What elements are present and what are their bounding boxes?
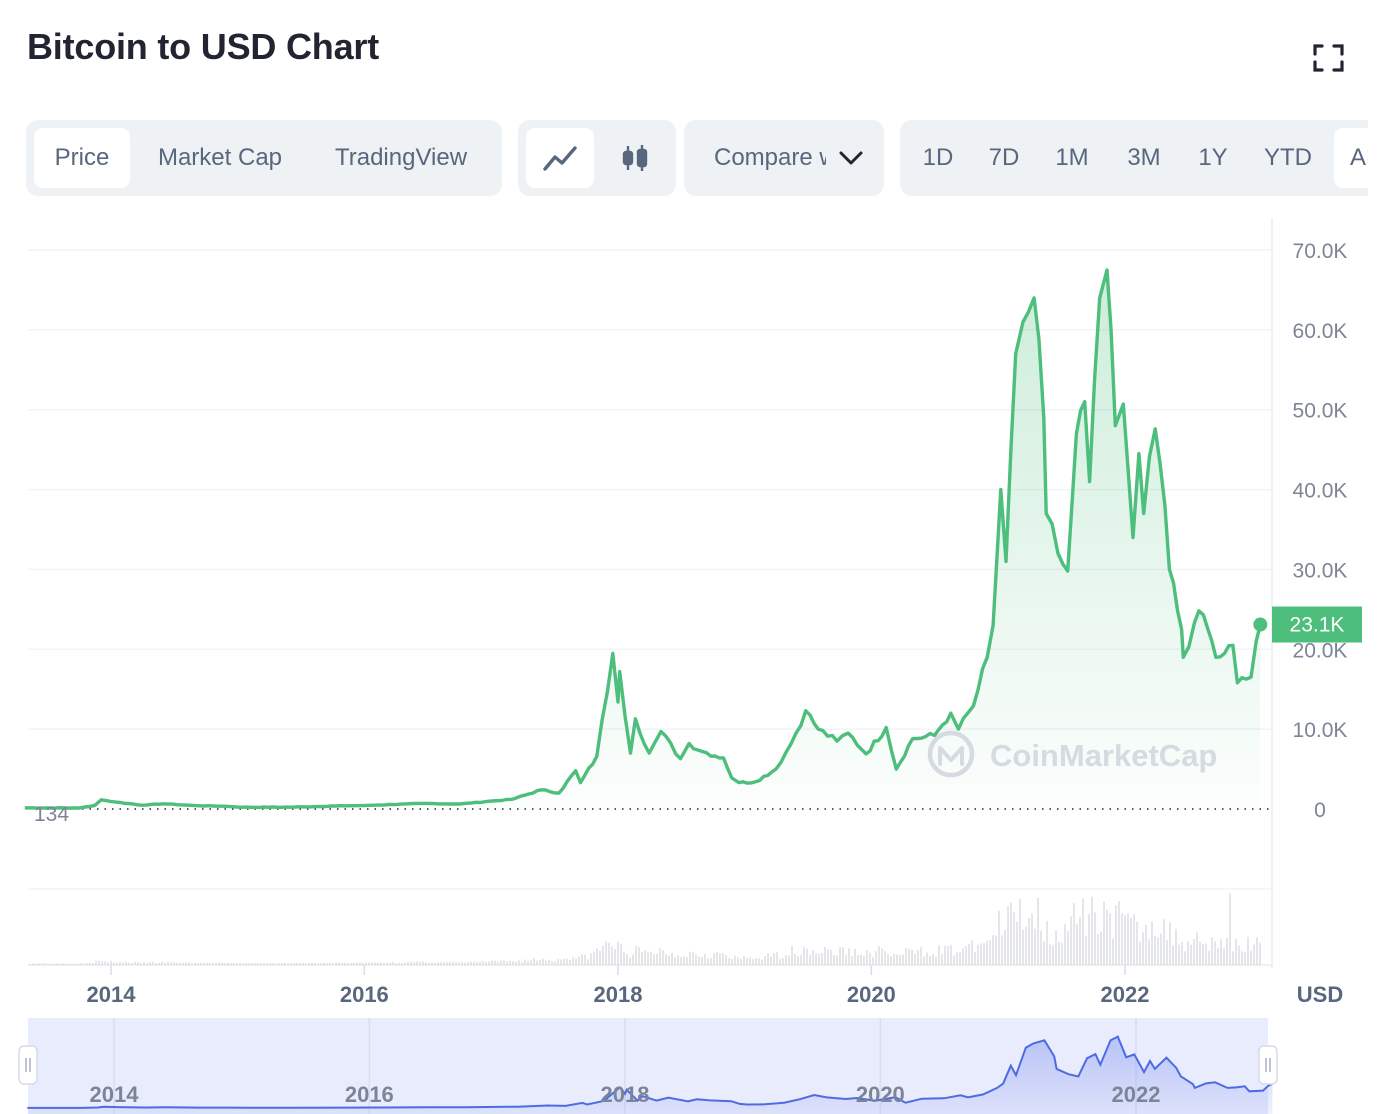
current-price-badge: 23.1K (1272, 606, 1362, 643)
compare-dropdown[interactable]: Compare with (684, 120, 884, 196)
line-chart-icon (543, 146, 577, 171)
range-1d[interactable]: 1D (922, 144, 954, 171)
range-7d[interactable]: 7D (988, 144, 1020, 171)
price-line (24, 268, 1262, 810)
x-tick-label: 2014 (87, 982, 137, 1007)
price-area (24, 270, 1261, 809)
y-tick-label: 60.0K (1293, 320, 1348, 343)
currency-label: USD (1297, 982, 1343, 1007)
range-ytd[interactable]: YTD (1264, 144, 1312, 171)
fullscreen-icon[interactable] (1306, 40, 1350, 76)
tab-price[interactable]: Price (34, 128, 130, 188)
current-price-point[interactable] (1253, 617, 1268, 632)
x-axis: 2014 2016 2018 2020 2022 (87, 965, 1150, 1007)
range-all[interactable]: ALL (1334, 128, 1368, 188)
range-3m[interactable]: 3M (1127, 144, 1161, 171)
current-price-label: 23.1K (1290, 614, 1345, 637)
page-title: Bitcoin to USD Chart (27, 26, 379, 67)
y-tick-label: 10.0K (1293, 719, 1348, 742)
chevron-down-icon (839, 151, 863, 165)
navigator-tick-label: 2022 (1112, 1082, 1161, 1107)
range-navigator[interactable]: 2014 2016 2018 2020 2022 (18, 1018, 1278, 1114)
navigator-left-handle[interactable] (18, 1045, 38, 1085)
navigator-series (27, 1035, 1273, 1114)
view-tabs: Price Market Cap TradingView (26, 120, 502, 196)
navigator-tick-label: 2014 (90, 1082, 140, 1107)
chart-type-toggle (518, 120, 676, 196)
tab-tradingview[interactable]: TradingView (334, 144, 468, 171)
y-tick-label: 40.0K (1293, 480, 1348, 503)
navigator-tick-label: 2018 (601, 1082, 650, 1107)
navigator-tick-label: 2020 (856, 1082, 905, 1107)
compare-label: Compare with (714, 144, 826, 171)
watermark-text: CoinMarketCap (990, 738, 1217, 773)
price-series (24, 268, 1268, 810)
y-tick-label: 20.0K (1293, 639, 1348, 662)
x-tick-label: 2016 (340, 982, 389, 1007)
navigator-x-axis: 2014 2016 2018 2020 2022 (90, 1082, 1161, 1107)
y-tick-label: 70.0K (1293, 240, 1348, 263)
x-tick-label: 2020 (847, 982, 896, 1007)
x-tick-label: 2022 (1101, 982, 1150, 1007)
y-tick-label: 50.0K (1293, 400, 1348, 423)
candlestick-icon (622, 145, 648, 171)
range-1y[interactable]: 1Y (1198, 144, 1228, 171)
navigator-line (27, 1035, 1273, 1109)
volume-bars (29, 893, 1261, 965)
line-chart-button[interactable] (526, 128, 594, 188)
min-price-label: 134 (34, 803, 69, 826)
time-range-tabs: 1D 7D 1M 3M 1Y YTD ALL (900, 120, 1368, 196)
coinmarketcap-logo-icon (927, 730, 975, 778)
tab-market-cap[interactable]: Market Cap (157, 144, 283, 171)
y-tick-label: 0 (1314, 799, 1326, 822)
navigator-right-handle[interactable] (1258, 1045, 1278, 1085)
candlestick-button[interactable] (602, 128, 668, 188)
watermark: CoinMarketCap (927, 730, 1217, 778)
range-1m[interactable]: 1M (1055, 144, 1089, 171)
y-tick-label: 30.0K (1293, 559, 1348, 582)
y-axis: 0 10.0K 20.0K 30.0K 40.0K 50.0K 60.0K 70.0K (1293, 240, 1348, 822)
navigator-tick-label: 2016 (345, 1082, 394, 1107)
x-tick-label: 2018 (594, 982, 643, 1007)
